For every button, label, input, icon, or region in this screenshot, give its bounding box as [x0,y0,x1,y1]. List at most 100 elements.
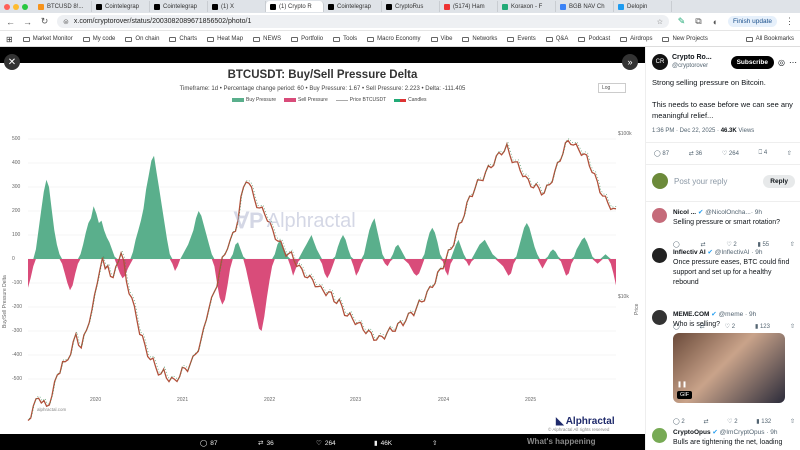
bookmark-item[interactable]: Charts [169,36,197,42]
bookmark-item[interactable]: Q&A [545,36,568,42]
bookmark-item[interactable]: On chain [125,36,159,42]
reply-avatar[interactable] [652,428,667,443]
reload-icon[interactable]: ↻ [40,16,49,26]
browser-tab[interactable]: Koraxon - F [498,1,556,12]
reply-views[interactable]: ▮ 123 [755,324,770,330]
bookmark-button[interactable]: ⎕ 4 [759,150,768,157]
bookmark-item[interactable]: NEWS [253,36,281,42]
reply-author[interactable]: MEME.COM [673,311,710,318]
price-line [27,139,617,421]
address-bar[interactable]: ⊜ x.com/cryptorover/status/2003082089671… [57,15,669,28]
subscribe-button[interactable]: Subscribe [730,55,775,69]
tab-favicon-icon [618,3,624,10]
reply-reply-button[interactable]: ◯ [673,242,680,248]
reply-share-button[interactable]: ⇧ [789,242,795,248]
bookmark-item[interactable]: Podcast [578,36,610,42]
menu-icon[interactable]: ⋮ [785,16,794,26]
star-icon[interactable]: ☆ [656,18,663,26]
viewer-repost-button[interactable]: ⇄ 36 [258,439,274,448]
finish-update-button[interactable]: Finish update [727,16,777,27]
bookmark-item[interactable]: Macro Economy [367,36,421,42]
reply-repost-button[interactable]: ⇄ [703,419,709,425]
reply-like-button[interactable]: ♡ 2 [726,242,737,248]
verified-icon: ✔ [697,209,704,216]
tab-favicon-icon [270,3,276,10]
collapse-panel-button[interactable]: » [622,54,638,70]
reply-avatar[interactable] [652,208,667,223]
reply-avatar[interactable] [652,248,667,263]
extension-icon[interactable]: ✎ [677,16,686,26]
browser-tab[interactable]: Cointelegrap [92,1,150,12]
browser-tab[interactable]: Cointelegrap [324,1,382,12]
reply-share-button[interactable]: ⇧ [789,419,795,425]
reply-views[interactable]: ▮ 55 [757,242,770,248]
minimize-window-button[interactable] [13,3,19,10]
bookmark-item[interactable]: Portfolio [291,36,323,42]
reply-handle: @NicolOncha... [705,209,751,216]
reply-avatar[interactable] [652,310,667,325]
reply-input[interactable]: Post your reply [674,176,728,186]
browser-tab[interactable]: (1) Crypto R [266,1,324,12]
apps-icon[interactable]: ⊞ [6,34,13,44]
bookmark-item[interactable]: Heat Map [207,36,243,42]
sell-pressure-area [28,259,616,331]
browser-tab[interactable]: BGB NAV Ch [556,1,614,12]
reply-submit-button[interactable]: Reply [763,174,795,188]
bookmark-item[interactable]: Tools [333,36,357,42]
close-window-button[interactable] [4,3,10,10]
viewer-share-button[interactable]: ⇧ [432,439,437,447]
reply-author[interactable]: Nicol ... [673,209,697,216]
forward-icon[interactable]: → [23,16,32,27]
bookmark-item[interactable]: Market Monitor [22,36,73,42]
like-button[interactable]: ♡ 264 [722,150,739,157]
reply-button[interactable]: ◯ 87 [654,150,669,157]
viewer-reply-button[interactable]: ◯ 87 [200,439,218,448]
browser-tab[interactable]: CryptoRus [382,1,440,12]
reply-repost-button[interactable]: ⇄ [700,242,706,248]
browser-tab[interactable]: (1) X [208,1,266,12]
bookmark-item[interactable]: Airdrops [620,36,652,42]
y-tick-label: 500 [12,136,21,142]
reply-repost-button[interactable]: ⇄ [699,324,705,330]
more-icon[interactable]: ⋯ [789,57,797,67]
browser-tab[interactable]: Cointelegrap [150,1,208,12]
bookmark-label: Market Monitor [32,36,73,42]
repost-button[interactable]: ⇄ 36 [689,150,702,157]
viewer-views[interactable]: ▮ 46K [374,439,393,448]
reply-like-button[interactable]: ♡ 2 [727,419,738,425]
puzzle-icon[interactable]: ⧉ [695,16,702,26]
bookmark-item[interactable]: Vibe [430,36,452,42]
bookmark-item[interactable]: Events [507,36,536,42]
reply-author[interactable]: CryptoOpus [673,429,711,436]
maximize-window-button[interactable] [22,3,28,10]
reply-reply-button[interactable]: ◯ [673,324,680,330]
my-avatar[interactable] [652,173,668,189]
reply-reply-button[interactable]: ◯ 2 [673,419,685,425]
author-avatar[interactable]: CR [652,54,668,70]
reply-views[interactable]: ▮ 132 [756,419,772,425]
site-info-icon[interactable]: ⊜ [63,18,69,26]
bookmark-item[interactable]: New Projects [662,36,708,42]
browser-tab[interactable]: (5174) Ham [440,1,498,12]
folder-icon [545,36,553,42]
all-bookmarks[interactable]: All Bookmarks [745,36,794,42]
bookmark-item[interactable]: My code [82,36,115,42]
pause-icon[interactable]: ❚❚ [677,382,688,388]
author-info[interactable]: Crypto Ro... @cryptorover [672,53,712,71]
reply-author[interactable]: Inflectiv AI [673,249,706,256]
viewer-like-button[interactable]: ♡ 264 [316,439,336,448]
tweet-text-2: This needs to ease before we can see any… [652,100,793,120]
share-button[interactable]: ⇧ [787,150,792,157]
reply-gif[interactable]: GIF ❚❚ [673,333,785,403]
grok-icon[interactable]: ◎ [778,57,785,67]
viewer-views-count: 46K [380,439,393,447]
reply-share-button[interactable]: ⇧ [789,324,795,330]
browser-tab[interactable]: BTCUSD 8!... [34,1,92,12]
browser-tab[interactable]: Delopin [614,1,672,12]
back-icon[interactable]: ← [6,16,15,27]
reply-like-button[interactable]: ♡ 2 [724,324,736,330]
log-selector: Log [598,83,626,93]
profile-icon[interactable]: ◐ [712,16,719,27]
bookmark-item[interactable]: Networks [462,36,497,42]
close-viewer-button[interactable]: ✕ [4,54,20,70]
